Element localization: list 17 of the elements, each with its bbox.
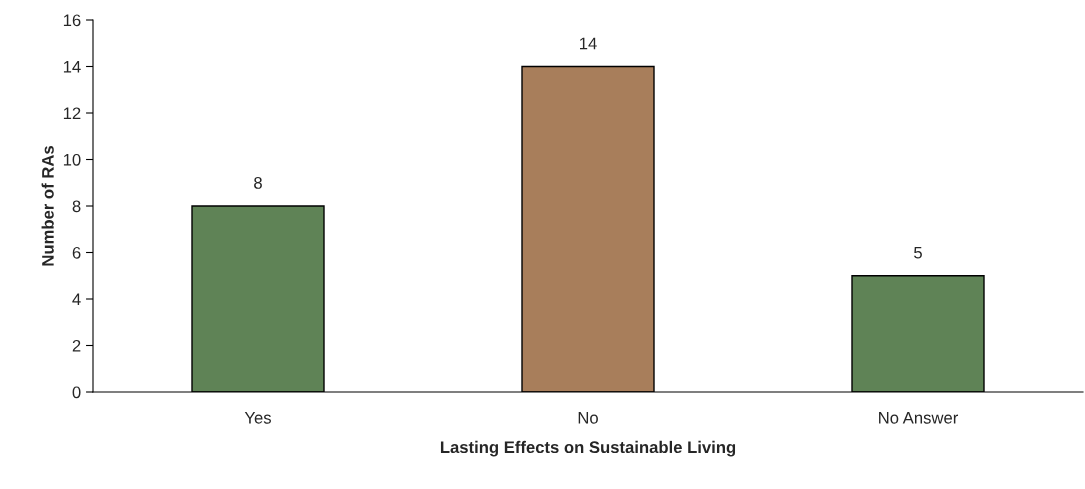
- y-tick-label: 12: [63, 107, 81, 120]
- y-tick-label: 14: [63, 61, 81, 73]
- x-tick-label: No: [578, 412, 598, 424]
- data-label: 14: [580, 37, 597, 50]
- y-tick-label: 4: [72, 293, 81, 306]
- y-tick-label: 6: [72, 246, 81, 259]
- x-tick-label: No Answer: [879, 412, 959, 424]
- y-tick-label: 0: [72, 386, 81, 399]
- y-axis-title: Number of RAs: [41, 146, 54, 266]
- data-label: 8: [254, 177, 262, 189]
- data-label: 5: [914, 246, 922, 259]
- y-tick-label: 16: [63, 14, 81, 27]
- y-tick-label: 10: [63, 153, 81, 166]
- x-tick-label: Yes: [244, 412, 271, 424]
- x-axis-title: Lasting Effects on Sustainable Living: [440, 440, 736, 457]
- y-tick-label: 8: [72, 200, 81, 213]
- y-tick-label: 2: [72, 339, 81, 352]
